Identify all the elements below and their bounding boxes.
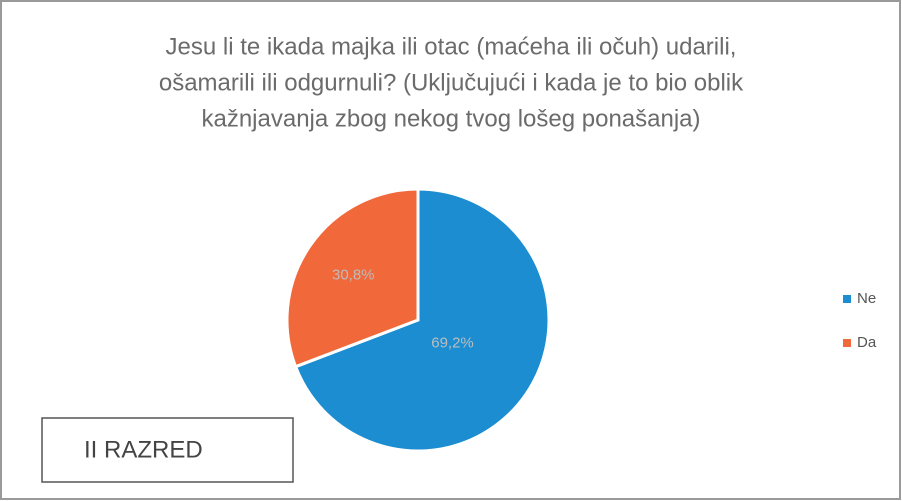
pie-slice xyxy=(285,187,420,369)
data-label: 69,2% xyxy=(431,335,474,352)
annotation-box xyxy=(41,417,294,483)
legend-swatch xyxy=(843,295,851,303)
legend-swatch xyxy=(843,339,851,347)
chart-title: Jesu li te ikada majka ili otac (maćeha … xyxy=(166,33,737,60)
legend-label: Ne xyxy=(857,290,876,307)
pie-slice xyxy=(293,187,551,453)
chart-title: kažnjavanja zbog nekog tvog lošeg ponaša… xyxy=(201,105,700,132)
data-label: 30,8% xyxy=(332,266,375,283)
annotation: II RAZRED xyxy=(84,436,203,463)
chart-title: ošamarili ili odgurnuli? (Uključujući i … xyxy=(159,69,744,96)
legend-label: Da xyxy=(857,334,877,351)
